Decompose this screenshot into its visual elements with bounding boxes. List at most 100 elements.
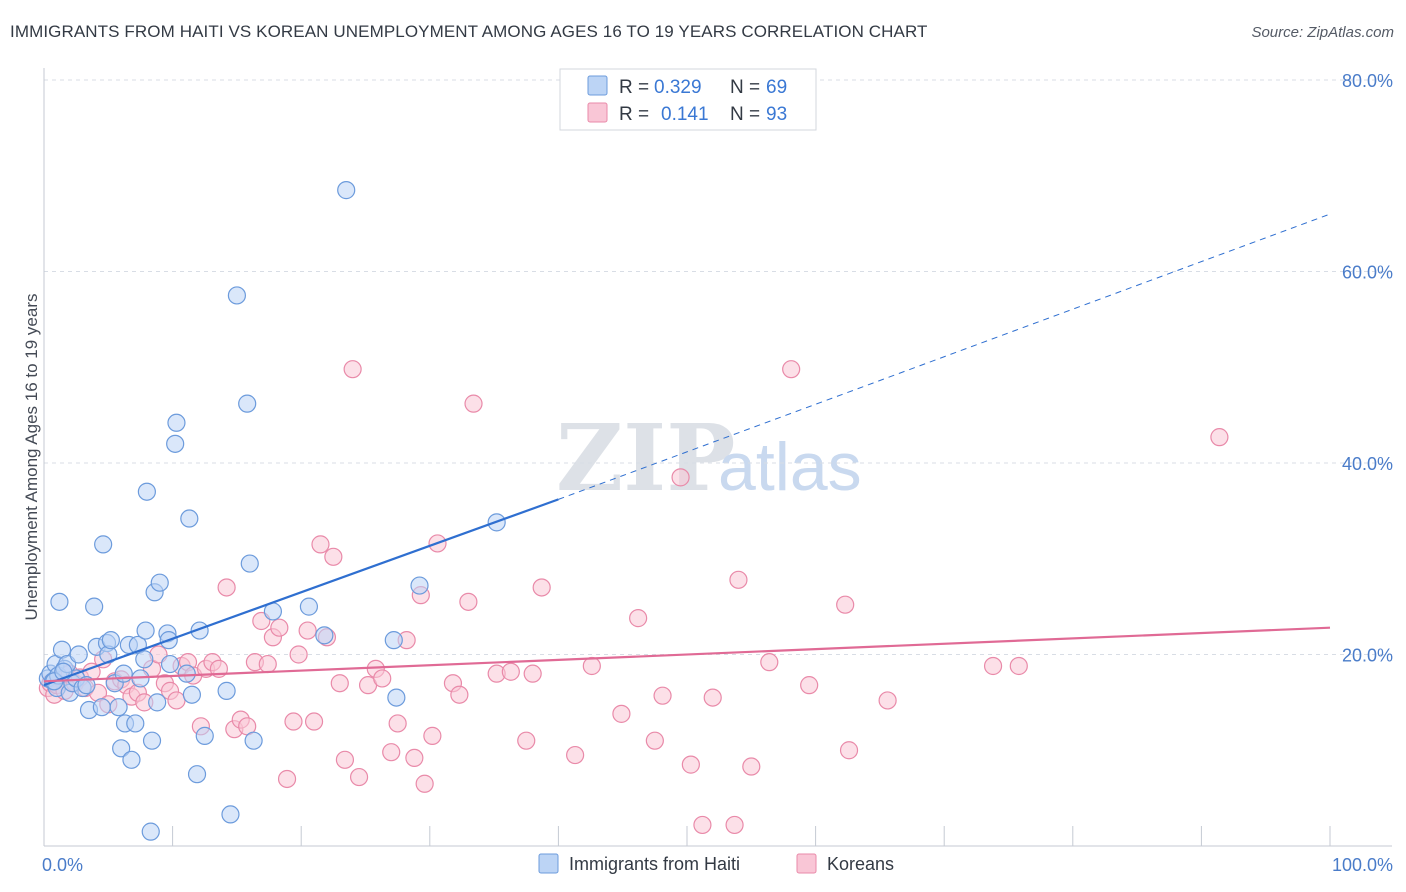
- korea-point-74: [582, 656, 601, 676]
- korea-point-43: [289, 645, 308, 664]
- haiti-point-26: [112, 739, 131, 758]
- korea-point-65: [450, 685, 469, 704]
- legend-korea-r-label: R =: [619, 104, 649, 125]
- haiti-point-31: [126, 714, 145, 733]
- haiti-point-62: [337, 181, 356, 200]
- haiti-point-47: [177, 664, 196, 683]
- haiti-point-27: [114, 664, 133, 683]
- bottom-legend-korea-swatch: [796, 853, 817, 874]
- korea-point-71: [523, 664, 542, 683]
- korea-point-85: [742, 757, 761, 776]
- korea-point-84: [729, 570, 748, 589]
- legend-haiti-n-value: 69: [766, 77, 787, 98]
- haiti-point-61: [315, 626, 334, 645]
- korea-point-77: [645, 731, 664, 750]
- trend-lines: [43, 213, 1331, 687]
- korea-point-46: [311, 535, 330, 554]
- korea-point-50: [335, 750, 355, 769]
- korea-point-69: [501, 662, 520, 681]
- korea-point-41: [277, 769, 297, 789]
- korea-point-93: [1009, 656, 1028, 676]
- korea-point-51: [343, 360, 362, 379]
- watermark-zip: ZIP: [556, 404, 735, 512]
- source-credit: Source: ZipAtlas.com: [1251, 24, 1394, 41]
- bottom-legend-korea-label: Koreans: [827, 854, 894, 874]
- x-tick-label-min: 0.0%: [42, 855, 83, 875]
- haiti-point-53: [217, 681, 236, 700]
- korea-point-81: [693, 815, 712, 835]
- korea-point-78: [653, 686, 672, 705]
- bottom-legend-haiti-label: Immigrants from Haiti: [569, 854, 740, 874]
- haiti-point-54: [221, 805, 240, 824]
- korea-point-70: [517, 731, 536, 750]
- haiti-point-60: [299, 597, 319, 616]
- korea-point-90: [839, 741, 859, 760]
- legend-haiti-swatch: [587, 75, 608, 96]
- haiti-point-30: [122, 750, 141, 769]
- haiti-point-38: [142, 731, 162, 750]
- korea-point-38: [258, 654, 277, 674]
- korea-point-48: [324, 547, 343, 566]
- haiti-point-55: [227, 286, 246, 305]
- legend-korea-swatch: [587, 102, 608, 123]
- y-axis-title: Unemployment Among Ages 16 to 19 years: [22, 294, 41, 621]
- korea-point-86: [760, 653, 779, 672]
- legend-haiti-r-value: 0.329: [654, 77, 702, 98]
- korea-point-73: [566, 745, 585, 765]
- x-ticks: [172, 826, 1331, 846]
- korea-point-88: [800, 676, 819, 695]
- haiti-point-23: [101, 631, 120, 650]
- haiti-points: [38, 181, 506, 841]
- korea-point-44: [298, 621, 317, 640]
- korea-point-62: [423, 726, 442, 745]
- haiti-point-36: [137, 482, 156, 501]
- watermark-atlas: atlas: [718, 429, 862, 505]
- korea-point-91: [878, 691, 897, 710]
- korea-point-82: [703, 688, 722, 707]
- korea-point-87: [782, 360, 801, 379]
- legend-korea-r-value: 0.141: [661, 104, 709, 125]
- legend-korea-n-value: 93: [766, 104, 787, 125]
- korea-point-79: [671, 468, 690, 487]
- haiti-point-34: [135, 650, 154, 669]
- korea-point-75: [612, 704, 631, 723]
- korea-point-55: [373, 669, 392, 688]
- korea-point-89: [836, 595, 855, 614]
- korea-point-57: [388, 714, 407, 733]
- y-tick-label-60: 60.0%: [1342, 263, 1393, 283]
- y-tick-label-20: 20.0%: [1342, 646, 1393, 666]
- korea-point-66: [459, 592, 478, 611]
- haiti-point-50: [187, 765, 207, 784]
- y-tick-label-40: 40.0%: [1342, 454, 1393, 474]
- legend-haiti-n-label: N =: [730, 77, 760, 98]
- korea-point-59: [405, 748, 424, 768]
- haiti-point-65: [410, 576, 429, 595]
- haiti-point-6: [50, 592, 69, 611]
- haiti-point-57: [240, 554, 259, 573]
- haiti-point-49: [182, 685, 201, 704]
- korea-point-76: [629, 609, 648, 628]
- chart-title: IMMIGRANTS FROM HAITI VS KOREAN UNEMPLOY…: [10, 22, 928, 41]
- haiti-point-56: [238, 394, 257, 413]
- korea-point-24: [167, 691, 186, 710]
- korea-point-83: [725, 815, 744, 835]
- haiti-point-15: [77, 676, 96, 695]
- korea-point-45: [304, 712, 324, 731]
- haiti-trend-line: [43, 498, 559, 687]
- korea-point-32: [217, 578, 236, 597]
- korea-point-67: [464, 394, 483, 413]
- haiti-point-46: [167, 413, 186, 432]
- x-tick-label-max: 100.0%: [1332, 855, 1393, 875]
- haiti-point-41: [150, 573, 169, 592]
- haiti-point-44: [160, 654, 180, 674]
- korea-point-72: [532, 578, 551, 597]
- y-tick-labels: 20.0% 40.0% 60.0% 80.0%: [1342, 71, 1393, 666]
- legend-haiti-r-label: R =: [619, 77, 649, 98]
- korea-point-52: [349, 767, 369, 787]
- haiti-point-13: [69, 645, 88, 664]
- korea-point-56: [382, 743, 401, 762]
- haiti-point-48: [180, 509, 199, 528]
- haiti-point-64: [387, 688, 406, 707]
- haiti-point-40: [148, 693, 167, 712]
